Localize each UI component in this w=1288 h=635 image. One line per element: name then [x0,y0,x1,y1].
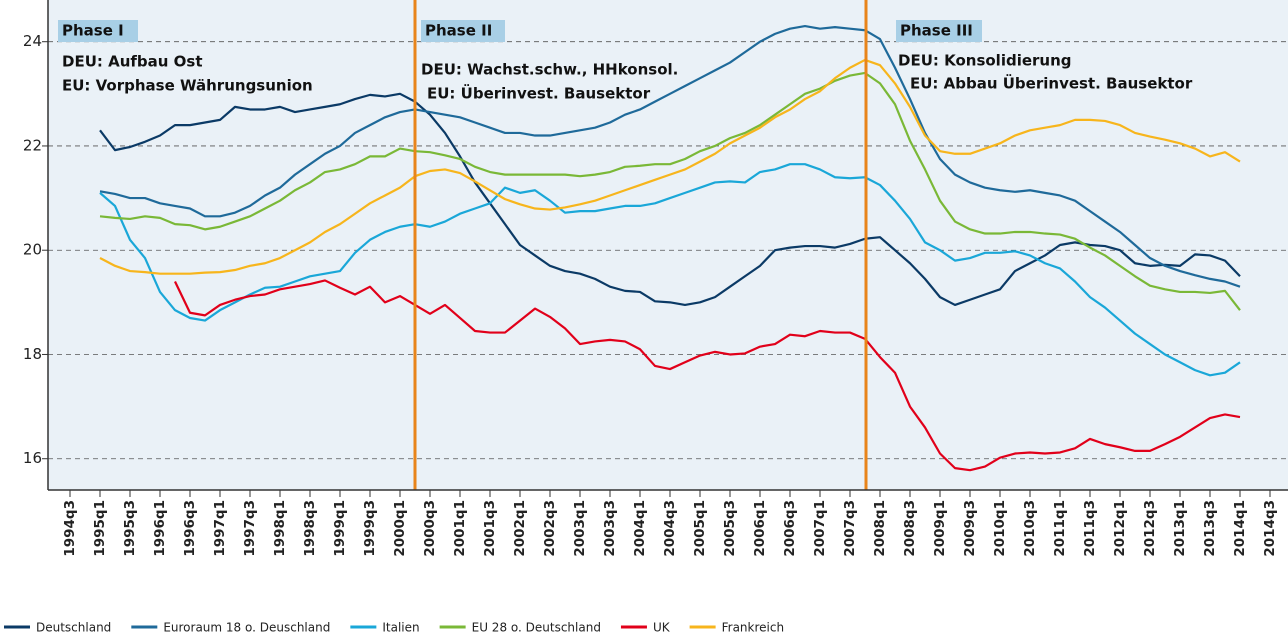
legend-label: Frankreich [722,621,784,635]
y-tick-label: 16 [23,449,42,467]
x-tick-label: 1995q1 [92,500,108,557]
series-line [99,71,1241,311]
x-tick-label: 2008q1 [872,500,888,557]
phase-text: DEU: Konsolidierung [898,52,1072,70]
y-tick-label: 20 [23,241,42,259]
phase-text: DEU: Wachst.schw., HHkonsol. [421,61,678,79]
x-tick-label: 1998q3 [302,500,318,557]
y-tick-label: 24 [23,32,42,50]
x-tick-label: 2000q3 [422,500,438,557]
x-tick-label: 2005q3 [722,500,738,557]
x-tick-label: 2001q3 [482,500,498,557]
x-tick-label: 2003q3 [602,500,618,557]
phase-label: Phase I [62,22,124,40]
phase-text: EU: Überinvest. Bausektor [427,84,651,103]
phase-box [896,20,982,42]
legend: Deutschland Euroraum 18 o. Deuschland Ital… [4,621,784,635]
phase-box [58,20,138,42]
x-tick-label: 2004q1 [632,500,648,557]
x-tick-label: 2009q1 [932,500,948,557]
x-tick-label: 2006q3 [782,500,798,557]
series-line [99,92,1241,307]
x-tick-label: 1994q3 [62,500,78,557]
x-tick-label: 2000q1 [392,500,408,557]
x-tick-label: 2012q3 [1142,500,1158,557]
x-tick-label: 1998q1 [272,500,288,557]
x-tick-label: 2010q1 [992,500,1008,557]
phase-text: EU: Abbau Überinvest. Bausektor [910,74,1193,93]
x-tick-label: 2007q1 [812,500,828,557]
plot-area [48,0,1288,490]
x-tick-label: 1997q3 [242,500,258,557]
x-tick-label: 2012q1 [1112,500,1128,557]
x-tick-label: 2008q3 [902,500,918,557]
phase-label: Phase III [900,22,973,40]
x-tick-label: 2004q3 [662,500,678,557]
legend-label: Italien [382,621,419,635]
x-tick-label: 2014q1 [1232,500,1248,557]
y-tick-label: 18 [23,345,42,363]
x-tick-label: 2011q1 [1052,500,1068,557]
x-tick-label: 2002q1 [512,500,528,557]
x-tick-label: 2003q1 [572,500,588,557]
series-line [99,58,1241,275]
x-tick-label: 1996q3 [182,500,198,557]
x-tick-label: 2006q1 [752,500,768,557]
x-tick-label: 2007q3 [842,500,858,557]
phase-box [421,20,505,42]
x-tick-label: 2010q3 [1022,500,1038,557]
x-tick-label: 1997q1 [212,500,228,557]
lines [99,24,1241,472]
x-tick-label: 1999q1 [332,500,348,557]
x-tick-label: 2014q3 [1262,500,1278,557]
legend-label: Deutschland [36,621,111,635]
legend-label: Euroraum 18 o. Deuschland [163,621,330,635]
x-tick-label: 1996q1 [152,500,168,557]
x-tick-label: 2013q3 [1202,500,1218,557]
legend-label: EU 28 o. Deutschland [472,621,601,635]
series-line [99,24,1241,288]
series-line [99,163,1241,377]
x-tick-label: 2013q1 [1172,500,1188,557]
y-tick-label: 22 [23,136,42,154]
legend-label: UK [653,621,671,635]
x-tick-label: 1995q3 [122,500,138,557]
x-tick-label: 2002q3 [542,500,558,557]
x-tick-label: 1999q3 [362,500,378,557]
x-tick-label: 2005q1 [692,500,708,557]
phase-text: EU: Vorphase Währungsunion [62,77,313,95]
phase-text: DEU: Aufbau Ost [62,53,203,71]
x-tick-label: 2009q3 [962,500,978,557]
phase-label: Phase II [425,22,492,40]
x-tick-label: 2011q3 [1082,500,1098,557]
x-tick-label: 2001q1 [452,500,468,557]
series-line [174,279,1241,472]
